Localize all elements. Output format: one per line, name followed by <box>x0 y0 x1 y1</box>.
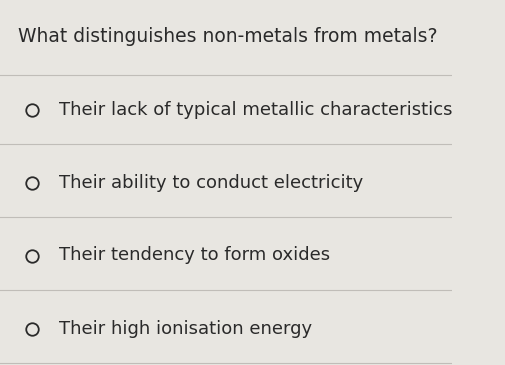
Text: Their lack of typical metallic characteristics: Their lack of typical metallic character… <box>59 100 452 119</box>
Text: What distinguishes non-metals from metals?: What distinguishes non-metals from metal… <box>18 27 437 46</box>
Text: Their ability to conduct electricity: Their ability to conduct electricity <box>59 173 363 192</box>
Text: Their high ionisation energy: Their high ionisation energy <box>59 319 312 338</box>
Text: Their tendency to form oxides: Their tendency to form oxides <box>59 246 330 265</box>
